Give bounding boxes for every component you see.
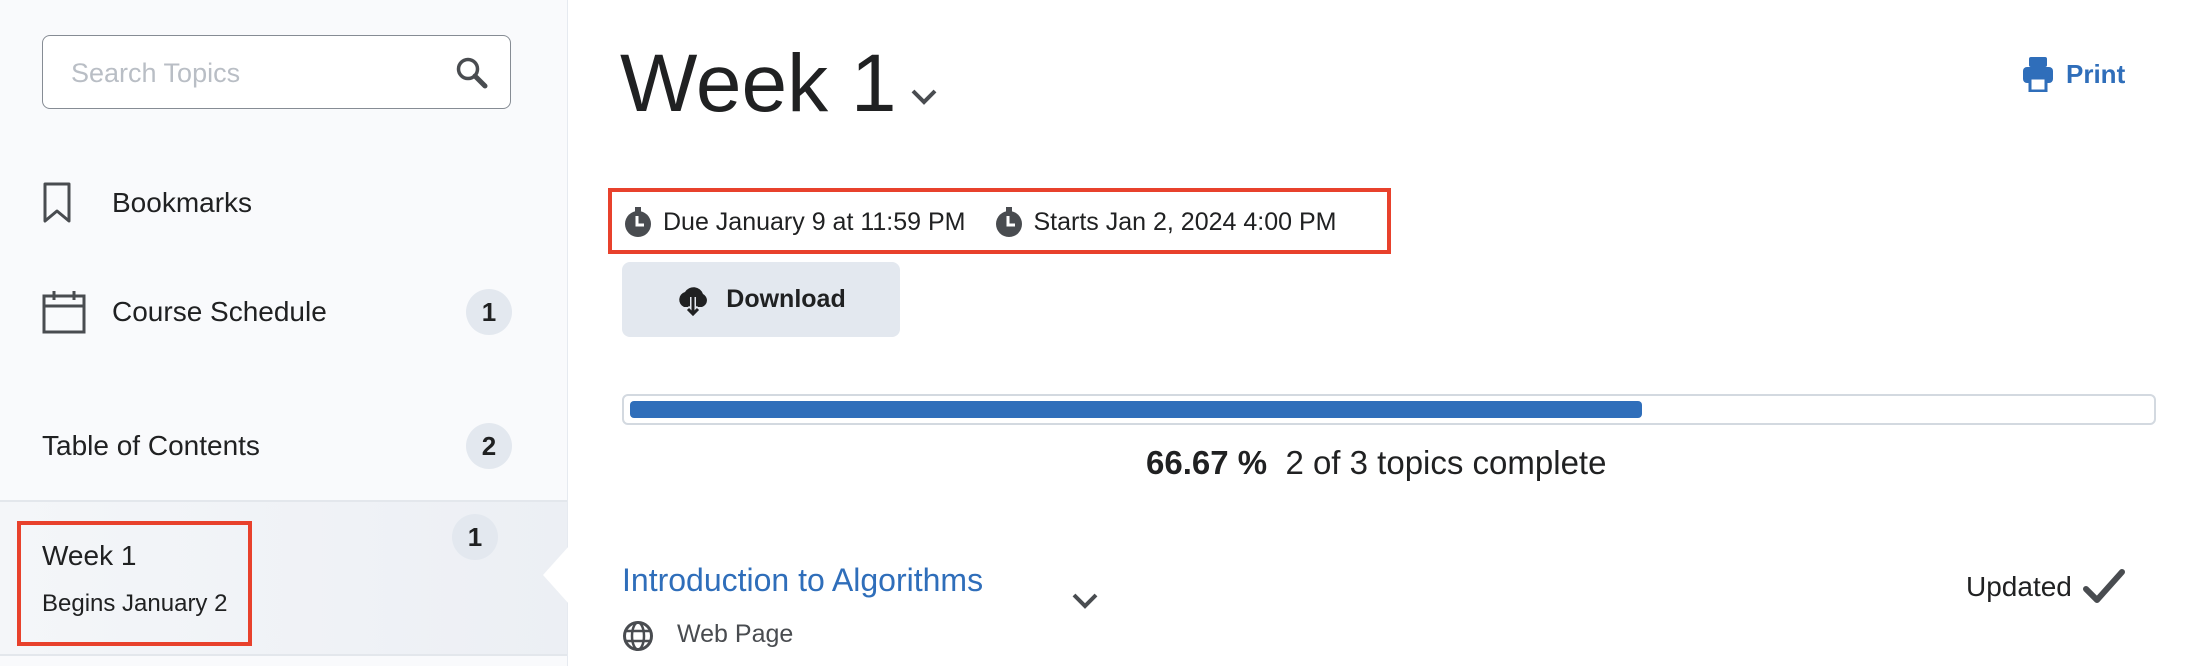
topic-link[interactable]: Introduction to Algorithms: [622, 562, 984, 598]
module-subtitle: Begins January 2: [42, 590, 228, 617]
globe-icon: [623, 621, 653, 651]
clock-icon: [625, 207, 651, 237]
chevron-down-icon[interactable]: [1071, 592, 1099, 610]
page-title: Week 1: [620, 38, 897, 129]
download-button[interactable]: Download: [622, 262, 900, 337]
cloud-download-icon: [679, 286, 708, 317]
status-label: Updated: [1966, 571, 2072, 602]
highlight-box: [608, 188, 1391, 254]
sidebar-item-week-1[interactable]: Week 1 Begins January 2 1: [0, 500, 567, 656]
sidebar: Bookmarks Course Schedule 1 Table of Con…: [0, 0, 568, 666]
highlight-box: [17, 521, 252, 646]
count-badge: 1: [452, 514, 498, 560]
module-title: Week 1: [42, 540, 137, 571]
sidebar-item-table-of-contents[interactable]: Table of Contents 2: [42, 416, 512, 476]
bookmark-icon: [43, 182, 71, 223]
clock-icon: [995, 207, 1022, 237]
sidebar-item-label: Bookmarks: [112, 187, 253, 218]
topic-type: Web Page: [677, 620, 794, 648]
print-button[interactable]: Print: [2022, 56, 2125, 92]
dates-row: Due January 9 at 11:59 PM Starts Jan 2, …: [623, 206, 1336, 238]
start-date: Starts Jan 2, 2024 4:00 PM: [1033, 207, 1337, 236]
sidebar-item-course-schedule[interactable]: Course Schedule 1: [42, 282, 512, 342]
calendar-icon: [42, 291, 86, 334]
selection-notch: [543, 546, 569, 604]
checkmark-icon: [2082, 569, 2125, 603]
sidebar-item-label: Table of Contents: [42, 430, 260, 461]
progress-percent: 66.67 %: [1146, 444, 1268, 481]
search-input[interactable]: [69, 36, 453, 110]
sidebar-item-bookmarks[interactable]: Bookmarks: [42, 173, 512, 233]
download-label: Download: [726, 285, 846, 313]
progress-fill: [630, 401, 1643, 418]
sidebar-item-label: Course Schedule: [112, 296, 327, 327]
search-icon[interactable]: [455, 56, 489, 90]
due-date: Due January 9 at 11:59 PM: [663, 207, 966, 236]
progress-bar: [622, 394, 2156, 425]
progress-text: 66.67 % 2 of 3 topics complete: [1146, 444, 1606, 482]
printer-icon: [2023, 57, 2053, 92]
chevron-down-icon[interactable]: [910, 88, 938, 106]
topic-status: Updated: [1966, 568, 2126, 606]
progress-summary: 2 of 3 topics complete: [1285, 444, 1607, 481]
count-badge: 2: [466, 423, 512, 469]
count-badge: 1: [466, 289, 512, 335]
search-topics-field[interactable]: [42, 35, 511, 110]
print-label: Print: [2066, 58, 2126, 89]
